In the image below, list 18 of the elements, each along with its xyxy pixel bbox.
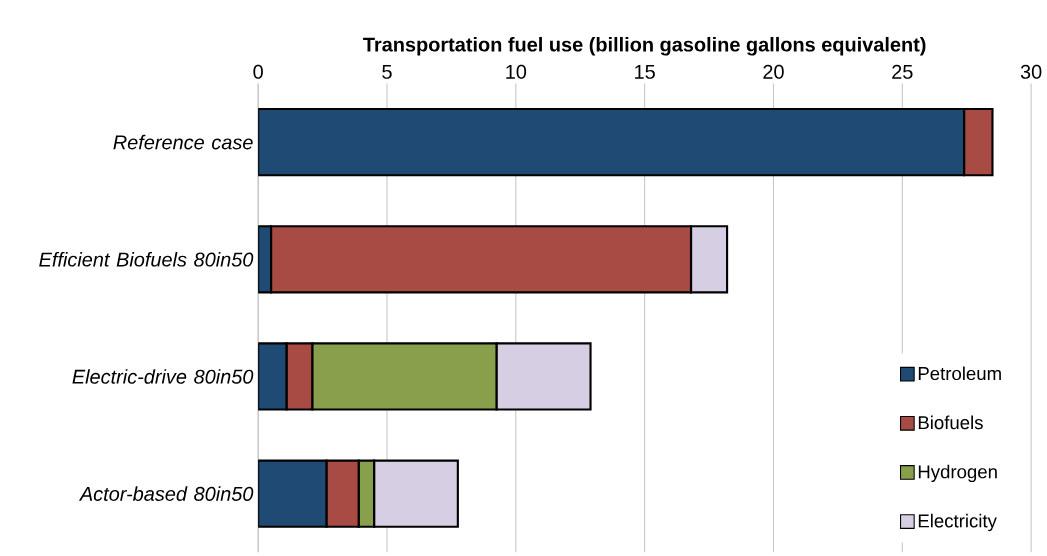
x-tick-label: 5 [382, 64, 392, 79]
bar [258, 459, 328, 528]
y-tick-label: Electric-drive 80in50 [72, 369, 254, 384]
legend-label: Hydrogen [918, 464, 997, 483]
x-tick-label: 25 [892, 64, 913, 79]
x-tick-label: 20 [763, 64, 784, 79]
y-tick-label: Actor-based 80in50 [78, 486, 254, 501]
x-tick-label: 15 [635, 64, 655, 79]
x-axis-title: Transportation fuel use (billion gasoline gallons equivalent) [363, 36, 926, 56]
legend-label: Petroleum [918, 366, 1001, 381]
y-tick-label: Reference case [113, 134, 253, 150]
legend-label: Biofuels [918, 415, 983, 430]
x-tick-label: 10 [506, 64, 527, 79]
x-tick-label: 30 [1020, 64, 1042, 79]
y-tick-label: Efficient Biofuels 80in50 [39, 251, 254, 267]
x-tick-label: 0 [253, 64, 263, 79]
bar [258, 107, 966, 177]
legend-label: Electricity [918, 513, 997, 532]
